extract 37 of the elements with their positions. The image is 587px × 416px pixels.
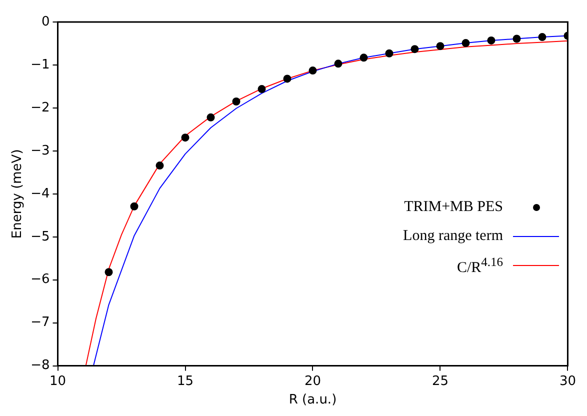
legend-label: C/R$^{4.16}$ [456, 254, 503, 276]
x-tick-label: 20 [304, 374, 322, 389]
y-tick-label: −2 [30, 100, 50, 116]
x-tick-label: 25 [432, 374, 449, 389]
y-tick-label: −7 [30, 315, 50, 330]
point [104, 268, 113, 276]
point [232, 98, 240, 106]
point [512, 34, 521, 43]
y-tick-label: −4 [30, 186, 50, 202]
point [334, 60, 342, 68]
y-tick-label: −1 [30, 57, 50, 72]
point [487, 36, 496, 44]
y-tick-label: −3 [30, 143, 50, 158]
point [308, 66, 317, 75]
legend-label: Long range term [403, 228, 503, 245]
y-tick-label: −5 [30, 229, 50, 244]
x-tick-label: 10 [49, 374, 66, 389]
point [156, 162, 164, 170]
y-axis-title: Energy (meV) [10, 149, 26, 239]
point [385, 49, 394, 58]
y-tick-label: −8 [30, 358, 50, 374]
x-tick-label: 30 [559, 374, 576, 389]
legend-label: TRIM+MB PES [404, 199, 503, 216]
point [462, 39, 470, 48]
point [130, 202, 138, 210]
point [258, 85, 266, 94]
x-tick-label: 15 [176, 374, 194, 389]
point [181, 134, 190, 142]
point [410, 45, 419, 54]
point [283, 74, 292, 83]
point [206, 113, 215, 122]
y-tick-label: −6 [30, 272, 50, 288]
point [538, 33, 546, 42]
y-tick-label: 0 [41, 14, 50, 30]
x-axis-title: R (a.u.) [288, 392, 337, 408]
point [436, 42, 444, 50]
point [360, 54, 368, 62]
